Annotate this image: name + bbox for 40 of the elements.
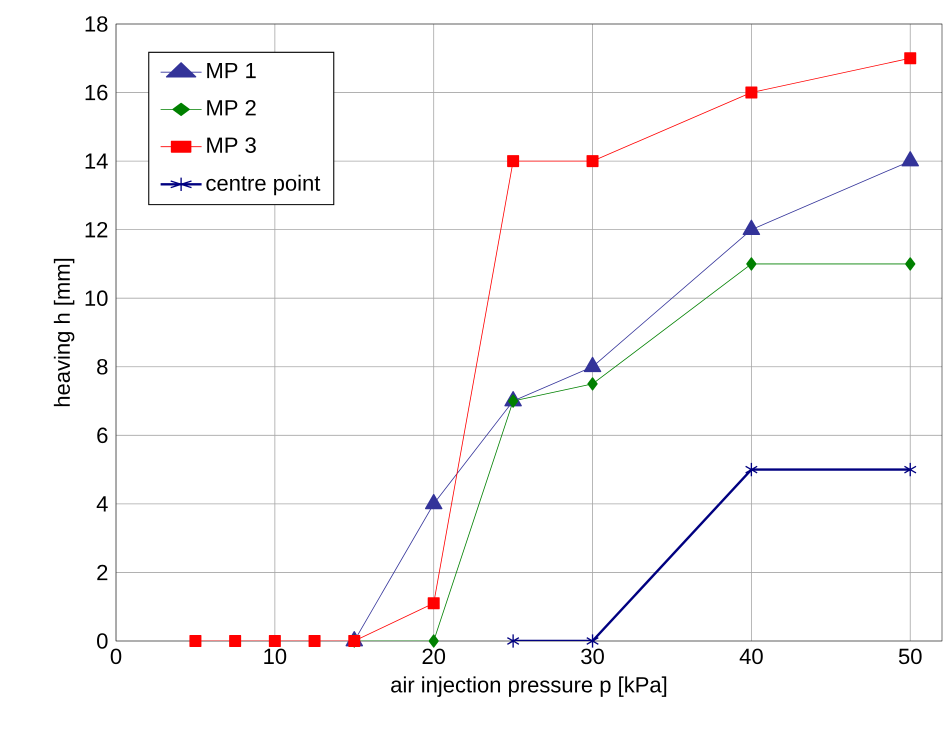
y-tick-label: 0 bbox=[97, 633, 108, 649]
y-tick-label: 2 bbox=[97, 564, 108, 580]
point bbox=[905, 257, 916, 271]
point bbox=[587, 377, 598, 391]
point bbox=[189, 634, 202, 647]
point bbox=[428, 634, 439, 648]
y-tick-label: 8 bbox=[97, 358, 108, 375]
point bbox=[308, 634, 321, 647]
y-axis-title: heaving h [mm] bbox=[54, 258, 74, 406]
legend-label: MP 1 bbox=[207, 62, 256, 78]
point bbox=[506, 634, 520, 648]
point bbox=[508, 394, 518, 408]
point bbox=[428, 597, 440, 610]
x-tick-label: 40 bbox=[740, 648, 763, 664]
point bbox=[904, 462, 917, 477]
point bbox=[507, 155, 520, 168]
point bbox=[586, 155, 599, 168]
point bbox=[586, 634, 599, 648]
y-tick-label: 18 bbox=[86, 16, 108, 32]
y-tick-label: 14 bbox=[86, 154, 108, 169]
y-tick-label: 12 bbox=[86, 222, 108, 238]
x-tick-label: 10 bbox=[264, 648, 286, 664]
y-tick-label: 4 bbox=[96, 496, 108, 512]
point bbox=[904, 52, 916, 64]
y-tick-label: 10 bbox=[86, 290, 108, 306]
point bbox=[268, 634, 281, 647]
legend-label: MP 2 bbox=[207, 100, 256, 116]
y-tick-label: 6 bbox=[97, 428, 108, 444]
y-tick-label: 16 bbox=[86, 84, 108, 100]
x-tick-label: 50 bbox=[898, 648, 922, 664]
legend-label: centre point bbox=[206, 174, 320, 196]
legend-label: MP 3 bbox=[207, 137, 256, 153]
point bbox=[229, 634, 242, 647]
x-tick-label: 30 bbox=[581, 648, 604, 664]
x-tick-label: 20 bbox=[422, 648, 446, 664]
x-tick-label: 0 bbox=[110, 648, 122, 664]
point bbox=[745, 86, 758, 99]
point bbox=[746, 257, 757, 271]
x-axis-title: air injection pressure p [kPa] bbox=[391, 676, 666, 697]
point bbox=[744, 462, 758, 477]
